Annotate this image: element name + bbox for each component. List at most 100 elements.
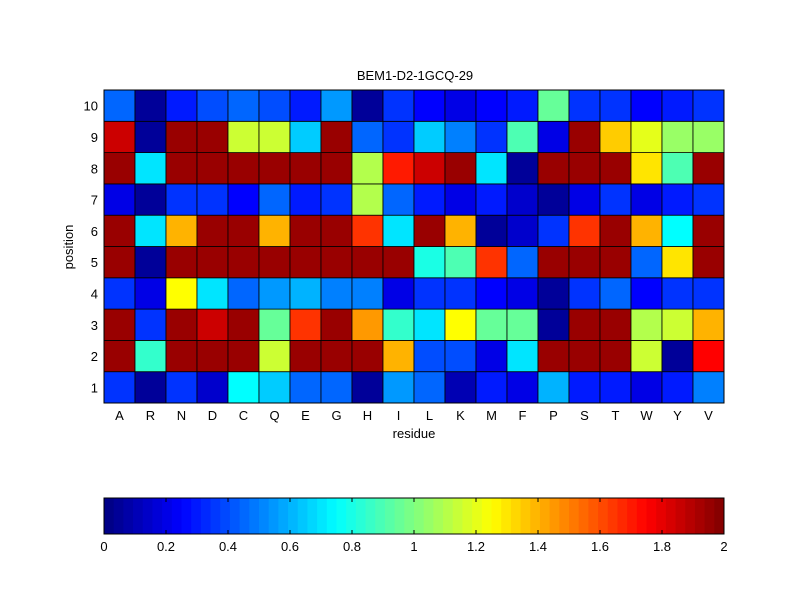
x-tick-label: Y bbox=[673, 408, 682, 423]
heatmap-cell bbox=[506, 339, 539, 373]
heatmap-cell bbox=[382, 89, 415, 122]
colorbar-bin bbox=[317, 498, 328, 534]
heatmap-cell bbox=[289, 339, 322, 373]
colorbar-tick-label: 1.4 bbox=[529, 539, 547, 554]
heatmap-cell bbox=[134, 339, 167, 373]
heatmap-cell bbox=[599, 89, 632, 122]
heatmap-cell bbox=[103, 371, 136, 404]
heatmap-cell bbox=[661, 308, 694, 341]
x-tick-label: F bbox=[519, 408, 527, 423]
heatmap-cell bbox=[351, 214, 384, 247]
x-tick-label: A bbox=[115, 408, 124, 423]
colorbar-bin bbox=[433, 498, 444, 534]
colorbar-bin bbox=[462, 498, 473, 534]
heatmap-cells bbox=[103, 89, 725, 404]
heatmap-cell bbox=[320, 339, 353, 373]
colorbar-bin bbox=[704, 498, 715, 534]
heatmap-cell bbox=[692, 371, 725, 404]
heatmap-cell bbox=[289, 246, 322, 279]
heatmap-cell bbox=[599, 308, 632, 341]
heatmap-cell bbox=[475, 371, 508, 404]
heatmap-cell bbox=[196, 89, 229, 122]
heatmap-cell bbox=[289, 152, 322, 185]
colorbar-bin bbox=[239, 498, 250, 534]
colorbar-bin bbox=[346, 498, 357, 534]
heatmap-cell bbox=[568, 89, 601, 122]
colorbar-tick-label: 1.6 bbox=[591, 539, 609, 554]
y-tick-label: 7 bbox=[91, 193, 98, 208]
heatmap-cell bbox=[661, 277, 694, 310]
colorbar-bin bbox=[520, 498, 531, 534]
x-tick-label: E bbox=[301, 408, 310, 423]
heatmap-cell bbox=[196, 183, 229, 216]
colorbar-bin bbox=[113, 498, 124, 534]
colorbar-bin bbox=[569, 498, 580, 534]
heatmap-cell bbox=[289, 120, 322, 154]
heatmap-cell bbox=[692, 246, 725, 279]
heatmap-cell bbox=[568, 183, 601, 216]
heatmap-cell bbox=[599, 339, 632, 373]
heatmap-cell bbox=[103, 277, 136, 310]
heatmap-cell bbox=[599, 246, 632, 279]
heatmap-cell bbox=[351, 120, 384, 154]
heatmap-cell bbox=[537, 183, 570, 216]
heatmap-cell bbox=[661, 371, 694, 404]
heatmap-cell bbox=[258, 183, 291, 216]
colorbar-bin bbox=[171, 498, 182, 534]
heatmap-cell bbox=[320, 308, 353, 341]
colorbar-bin bbox=[675, 498, 686, 534]
heatmap-cell bbox=[444, 152, 477, 185]
heatmap-cell bbox=[444, 89, 477, 122]
heatmap-cell bbox=[103, 214, 136, 247]
heatmap-cell bbox=[382, 308, 415, 341]
colorbar-tick-label: 1.2 bbox=[467, 539, 485, 554]
heatmap-cell bbox=[599, 120, 632, 154]
heatmap-cell bbox=[351, 308, 384, 341]
heatmap-cell bbox=[351, 339, 384, 373]
y-axis-ticks: 1 2 3 4 5 6 7 8 9 10 bbox=[84, 99, 98, 396]
heatmap-cell bbox=[599, 277, 632, 310]
heatmap-cell bbox=[382, 214, 415, 247]
heatmap-cell bbox=[103, 120, 136, 154]
heatmap-cell bbox=[413, 308, 446, 341]
x-tick-label: N bbox=[177, 408, 186, 423]
heatmap-cell bbox=[568, 214, 601, 247]
heatmap-cell bbox=[351, 183, 384, 216]
heatmap-cell bbox=[320, 277, 353, 310]
heatmap-cell bbox=[258, 371, 291, 404]
heatmap-cell bbox=[165, 371, 198, 404]
heatmap-cell bbox=[444, 214, 477, 247]
heatmap-cell bbox=[661, 214, 694, 247]
x-tick-label: I bbox=[397, 408, 401, 423]
heatmap-cell bbox=[227, 120, 260, 154]
x-tick-label: G bbox=[331, 408, 341, 423]
heatmap-cell bbox=[196, 339, 229, 373]
heatmap-cell bbox=[351, 89, 384, 122]
heatmap-cell bbox=[289, 214, 322, 247]
colorbar-bin bbox=[472, 498, 483, 534]
heatmap-cell bbox=[227, 277, 260, 310]
heatmap-cell bbox=[537, 339, 570, 373]
heatmap-cell bbox=[475, 339, 508, 373]
colorbar-tick-label: 0.8 bbox=[343, 539, 361, 554]
heatmap-cell bbox=[599, 371, 632, 404]
heatmap-cell bbox=[351, 152, 384, 185]
heatmap-cell bbox=[568, 339, 601, 373]
colorbar-bin bbox=[481, 498, 492, 534]
colorbar-bin bbox=[142, 498, 153, 534]
colorbar-bin bbox=[714, 498, 725, 534]
heatmap-cell bbox=[134, 277, 167, 310]
colorbar-bin bbox=[123, 498, 134, 534]
heatmap-cell bbox=[692, 152, 725, 185]
heatmap-cell bbox=[165, 308, 198, 341]
colorbar-bin bbox=[501, 498, 512, 534]
colorbar-bin bbox=[636, 498, 647, 534]
heatmap-cell bbox=[227, 308, 260, 341]
heatmap-cell bbox=[444, 120, 477, 154]
heatmap-cell bbox=[537, 120, 570, 154]
colorbar-tick-label: 1.8 bbox=[653, 539, 671, 554]
colorbar-bin bbox=[259, 498, 270, 534]
heatmap-cell bbox=[289, 89, 322, 122]
